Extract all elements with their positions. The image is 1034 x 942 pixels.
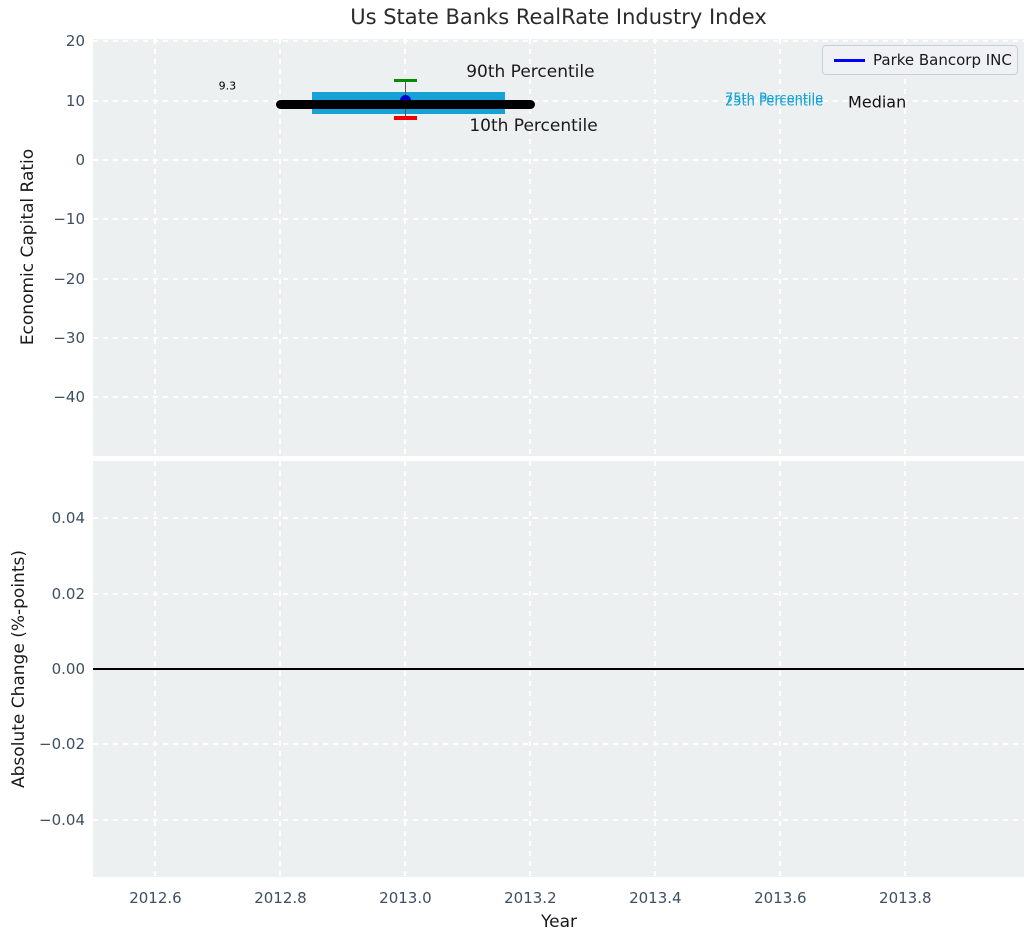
- legend: Parke Bancorp INC: [822, 45, 1018, 75]
- y-tick-label: −30: [53, 328, 85, 347]
- gridline-horizontal: [93, 218, 1024, 221]
- series-zero-line: [93, 668, 1024, 670]
- y-tick-label: 0: [75, 151, 85, 169]
- annotation-median: Median: [848, 92, 907, 112]
- gridline-vertical: [529, 39, 532, 456]
- gridline-horizontal: [93, 336, 1024, 339]
- gridline-vertical: [904, 39, 907, 456]
- chart-title: Us State Banks RealRate Industry Index: [350, 5, 767, 29]
- gridline-horizontal: [93, 277, 1024, 280]
- gridline-vertical: [654, 39, 657, 456]
- x-tick-label: 2013.6: [754, 889, 807, 907]
- annotation-25th-percentile: 25th Percentile: [724, 94, 824, 110]
- y-tick-label: −20: [53, 269, 85, 288]
- gridline-vertical: [404, 39, 407, 456]
- gridline-horizontal: [93, 517, 1024, 519]
- gridline-horizontal: [93, 396, 1024, 399]
- series-90th-percentile: [393, 78, 418, 83]
- x-tick-label: 2012.6: [129, 889, 182, 907]
- gridline-horizontal: [93, 818, 1024, 821]
- series-median: [275, 100, 535, 110]
- gridline-horizontal: [93, 99, 1024, 102]
- y-tick-label: −10: [53, 210, 85, 229]
- y-axis-label-top: Economic Capital Ratio: [18, 148, 38, 346]
- gridline-horizontal: [93, 592, 1024, 595]
- gridline-vertical: [279, 39, 282, 456]
- series-10th-percentile: [393, 116, 418, 120]
- legend-label: Parke Bancorp INC: [873, 51, 1012, 69]
- plot-economic-capital-ratio: 9.3 90th Percentile 10th Percentile 75th Pe…: [93, 39, 1024, 456]
- y-tick-label: 0.02: [51, 584, 85, 603]
- plot-absolute-change: [93, 461, 1024, 877]
- gridline-horizontal: [93, 159, 1024, 161]
- gridline-horizontal: [93, 40, 1024, 43]
- y-tick-label: 0.04: [51, 509, 85, 527]
- y-tick-label: 10: [65, 91, 85, 110]
- x-tick-label: 2013.8: [879, 889, 932, 907]
- y-tick-label: 0.00: [51, 660, 85, 678]
- gridline-horizontal: [93, 743, 1024, 746]
- annotation-90th-percentile: 90th Percentile: [466, 61, 595, 82]
- legend-line-icon: [834, 59, 865, 62]
- y-tick-label: −40: [53, 388, 85, 407]
- y-tick-label: 20: [65, 32, 85, 51]
- x-tick-label: 2013.0: [379, 889, 432, 907]
- gridline-vertical: [154, 39, 157, 456]
- x-tick-label: 2013.2: [504, 889, 557, 907]
- annotation-10th-percentile: 10th Percentile: [469, 115, 598, 136]
- x-axis-label: Year: [541, 912, 577, 932]
- gridline-vertical: [779, 39, 782, 456]
- y-tick-label: −0.04: [39, 810, 85, 829]
- x-tick-label: 2013.4: [629, 889, 682, 907]
- y-tick-label: −0.02: [39, 735, 85, 754]
- annotation-75th-percentile: 75th Percentile: [724, 91, 824, 107]
- x-tick-label: 2012.8: [254, 889, 307, 907]
- annotation-9-3: 9.3: [218, 79, 237, 93]
